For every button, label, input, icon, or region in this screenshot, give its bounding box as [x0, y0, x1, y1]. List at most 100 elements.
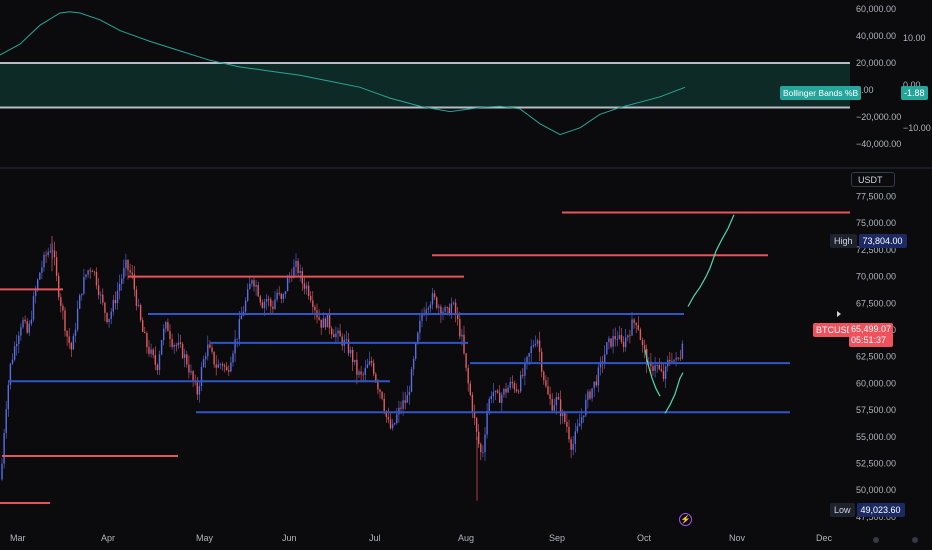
candle-body	[286, 277, 289, 292]
candle-body	[671, 361, 673, 363]
candle-body	[215, 364, 217, 368]
candle-body	[679, 357, 681, 359]
candle-body	[234, 339, 236, 354]
time-axis-tick: Sep	[549, 533, 565, 543]
candle-body	[209, 344, 211, 348]
candle-body	[232, 353, 234, 363]
candle-body	[72, 335, 75, 350]
candle-body	[633, 319, 635, 323]
oscillator-pane: 60,000.00 40,000.00 20,000.00 0.00 −20,000.0…	[0, 4, 931, 149]
candle-body	[93, 271, 96, 273]
candle-body	[89, 270, 91, 272]
candle-body	[377, 381, 379, 390]
candle-body	[244, 300, 247, 312]
candle-body	[417, 332, 419, 344]
candle-body	[389, 419, 392, 429]
candle-body	[509, 381, 511, 388]
candle-body	[200, 366, 203, 387]
candle-body	[265, 298, 268, 302]
indicator-legend-label: Bollinger Bands %B	[780, 86, 862, 100]
candle-body	[660, 369, 663, 372]
time-axis-tick: Apr	[101, 533, 115, 543]
candle-body	[312, 300, 314, 307]
last-price: 65,499.07	[851, 324, 892, 334]
candle-body	[158, 354, 161, 371]
candle-body	[55, 257, 58, 276]
candle-body	[534, 343, 537, 346]
candle-body	[681, 343, 684, 359]
candle-body	[643, 345, 646, 349]
candle-body	[480, 443, 482, 453]
candle-body	[150, 349, 152, 354]
candle-body	[568, 426, 570, 440]
candle-body	[282, 294, 285, 299]
candle-body	[81, 293, 83, 296]
lightning-event-icon[interactable]: ⚡	[679, 513, 692, 526]
candle-body	[532, 345, 534, 347]
candle-body	[507, 387, 509, 393]
candle-body	[3, 433, 5, 464]
candle-body	[583, 415, 585, 418]
candle-body	[572, 443, 574, 450]
candle-body	[675, 357, 677, 360]
time-axis-tick: Oct	[637, 533, 652, 543]
candle-body	[173, 345, 175, 347]
candle-body	[465, 353, 467, 369]
candle-body	[331, 328, 333, 335]
candle-body	[280, 293, 282, 299]
candle-body	[213, 351, 215, 365]
candle-body	[217, 364, 219, 368]
price-axis-tick: 75,000.00	[856, 218, 896, 228]
time-axis-tick: Aug	[458, 533, 474, 543]
candle-body	[1, 463, 3, 480]
percent-b-line	[0, 11, 686, 136]
candle-body	[616, 339, 618, 340]
candle-body	[559, 399, 562, 417]
candle-body	[293, 266, 295, 278]
candle-body	[370, 361, 373, 363]
candle-body	[358, 371, 360, 375]
candle-body	[566, 421, 568, 427]
candle-body	[297, 261, 299, 273]
candle-body	[383, 398, 385, 412]
price-axis-tick: 52,500.00	[856, 459, 896, 469]
candle-body	[444, 307, 446, 312]
currency-button[interactable]: USDT	[851, 172, 895, 187]
candle-body	[305, 285, 308, 289]
candle-body	[102, 294, 104, 303]
candle-body	[421, 314, 423, 321]
candle-body	[270, 299, 272, 307]
candle-body	[156, 364, 159, 371]
candle-body	[415, 343, 417, 359]
candle-body	[564, 412, 566, 422]
candle-body	[32, 296, 35, 320]
candle-body	[595, 381, 597, 386]
candle-body	[379, 389, 381, 392]
candle-body	[236, 338, 238, 340]
candle-body	[324, 318, 327, 328]
candle-body	[574, 431, 576, 444]
candle-body	[60, 297, 62, 306]
candle-body	[116, 290, 119, 304]
candle-body	[349, 349, 352, 354]
candle-body	[618, 335, 621, 340]
low-label: Low	[830, 503, 855, 517]
candle-body	[240, 315, 243, 320]
candle-body	[202, 359, 205, 367]
candle-body	[41, 267, 43, 273]
candle-body	[108, 318, 110, 322]
candle-body	[664, 366, 667, 379]
candle-body	[247, 289, 249, 301]
osc-right-tick: 10.00	[903, 33, 926, 43]
candle-body	[625, 337, 627, 348]
candle-body	[427, 308, 429, 310]
candle-body	[536, 340, 539, 344]
candle-body	[375, 373, 377, 382]
candle-body	[511, 381, 513, 384]
candle-body	[635, 322, 637, 326]
candle-body	[656, 365, 658, 366]
candle-body	[436, 297, 438, 308]
osc-axis-tick: −20,000.00	[856, 112, 901, 122]
candle-body	[7, 384, 9, 410]
